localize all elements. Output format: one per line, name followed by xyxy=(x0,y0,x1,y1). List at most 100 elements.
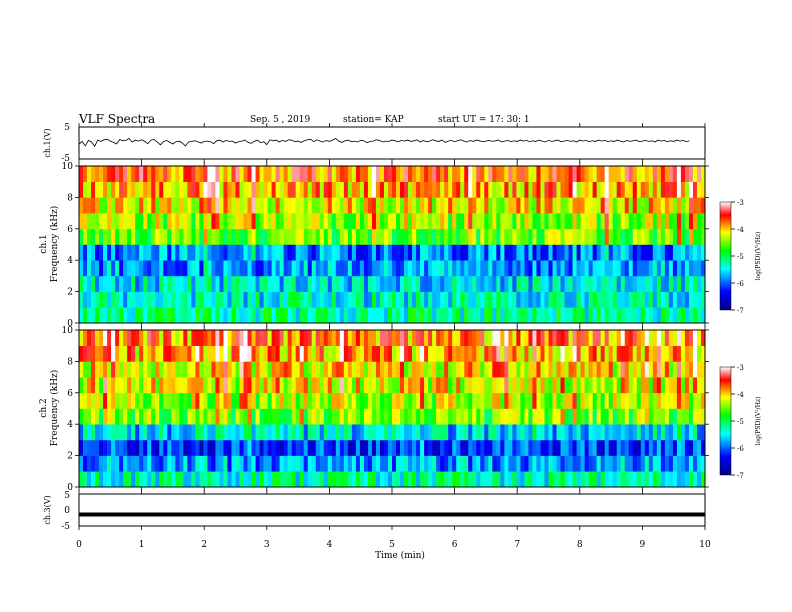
ch1-spectrogram-cell xyxy=(327,166,333,182)
ch1-voltage-label: ch.1(V) xyxy=(43,128,52,157)
ch1-spectrogram-cell xyxy=(387,166,393,182)
ch2-spectrogram-cell xyxy=(375,377,381,394)
ch2-spectrogram-cell xyxy=(283,455,288,472)
ch2-spectrogram-cell xyxy=(572,377,577,394)
ch2-spectrogram-cell xyxy=(552,471,557,488)
ch2-spectrogram-cell xyxy=(387,439,393,456)
ch1-spectrogram-cell xyxy=(684,275,690,292)
ch2-spectrogram-cell xyxy=(480,455,485,472)
ch2-spectrogram-cell xyxy=(600,471,605,488)
ch1-spectrogram-cell xyxy=(115,213,120,230)
ch1-spectrogram-cell xyxy=(500,275,505,292)
ch1-spectrogram-cell xyxy=(187,228,192,245)
ch2-spectrogram-cell xyxy=(528,361,533,378)
ch1-spectrogram-cell xyxy=(592,244,597,261)
ch2-spectrogram-cell xyxy=(139,361,144,378)
ch2-spectrogram-cell xyxy=(347,345,353,362)
ch1-waveform-frame xyxy=(78,126,706,160)
ch1-spectrogram-cell xyxy=(343,166,349,182)
ch2-spectrogram-cell xyxy=(231,330,236,346)
ch1-spectrogram-cell xyxy=(624,181,630,198)
ch2-spectrogram-cell xyxy=(91,471,96,488)
ch1-spectrogram-cell xyxy=(347,275,353,292)
ch1-spectrogram-cell xyxy=(79,197,84,214)
ch2-spectrogram-cell xyxy=(331,408,337,425)
ch2-spectrogram-cell xyxy=(87,471,92,488)
ch2-spectrogram-cell xyxy=(131,345,136,362)
ch2-spectrogram-cell xyxy=(223,424,228,441)
ch2-spectrogram-cell xyxy=(476,330,481,346)
ch2-spectrogram-cell xyxy=(195,439,200,456)
ch1-spectrogram-cell xyxy=(351,166,357,182)
ch1-spectrogram-cell xyxy=(540,228,545,245)
ch1-colorbar-tick-label: -3 xyxy=(737,199,744,207)
ch2-spectrogram-cell xyxy=(464,471,469,488)
ch1-spectrogram-cell xyxy=(452,291,457,308)
ch1-spectrogram-cell xyxy=(271,228,276,245)
ch1-spectrogram-cell xyxy=(556,213,561,230)
ch1-spectrogram-cell xyxy=(87,228,92,245)
ch1-spectrogram-cell xyxy=(271,307,276,324)
ch2-spectrogram-cell xyxy=(564,408,569,425)
ch2-spectrogram-cell xyxy=(580,377,585,394)
ch2-spectrogram-cell xyxy=(424,361,429,378)
ch2-spectrogram-cell xyxy=(512,345,517,362)
ch1-spectrogram-cell xyxy=(91,197,96,214)
ch1-spectrogram-cell xyxy=(295,228,300,245)
ch2-spectrogram-cell xyxy=(600,455,605,472)
ch1-spectrogram-cell xyxy=(235,275,240,292)
ch2-spectrogram-cell xyxy=(363,455,369,472)
ch1-spectrogram-cell xyxy=(652,307,658,324)
ch2-spectrogram-cell xyxy=(331,392,337,409)
ch2-spectrogram-cell xyxy=(628,455,634,472)
ch1-spectrogram-cell xyxy=(688,291,694,308)
ch2-spectrogram-cell xyxy=(660,471,666,488)
ch2-spectrogram-cell xyxy=(319,377,325,394)
ch1-spectrogram-cell xyxy=(400,181,405,198)
ch2-spectrogram-cell xyxy=(608,455,613,472)
ch1-spectrogram-cell xyxy=(219,166,224,182)
ch1-spectrogram-cell xyxy=(472,275,477,292)
ch1-spectrogram-cell xyxy=(500,260,505,277)
ch1-spectrogram-cell xyxy=(211,275,216,292)
ch1-spectrogram-cell xyxy=(588,307,593,324)
ch1-spectrogram-cell xyxy=(592,166,597,182)
time-tick-label: 6 xyxy=(452,540,458,550)
ch2-spectrogram-cell xyxy=(520,361,525,378)
ch2-spectrogram-cell xyxy=(179,408,184,425)
ch2-spectrogram-cell xyxy=(536,408,541,425)
ch1-spectrogram-cell xyxy=(139,307,144,324)
ch1-spectrogram-cell xyxy=(351,260,357,277)
ch2-spectrogram-cell xyxy=(604,377,609,394)
ch1-spectrogram-cell xyxy=(259,197,264,214)
ch1-spectrogram-cell xyxy=(604,260,609,277)
ch1-spectrogram-cell xyxy=(636,244,642,261)
ch2-spectrogram-cell xyxy=(251,424,256,441)
ch1-spectrogram-cell xyxy=(492,197,497,214)
ch1-spectrogram-cell xyxy=(684,197,690,214)
ch2-spectrogram-cell xyxy=(183,345,188,362)
ch1-spectrogram-cell xyxy=(315,181,321,198)
ch1-spectrogram-cell xyxy=(424,181,429,198)
ch1-spectrogram-cell xyxy=(556,181,561,198)
ch1-spectrogram-cell xyxy=(480,197,485,214)
ch2-spectrogram-cell xyxy=(227,330,232,346)
ch2-spectrogram-cell xyxy=(696,361,702,378)
ch2-spectrogram-cell xyxy=(572,330,577,346)
ch1-spectrogram-cell xyxy=(147,244,152,261)
ch2-spectrogram-cell xyxy=(504,330,509,346)
ch1-spectrogram-cell xyxy=(143,213,148,230)
ch1-spectrogram-cell xyxy=(400,275,405,292)
ch2-spectrogram-cell xyxy=(123,345,128,362)
ch1-spectrogram-cell xyxy=(231,275,236,292)
ch1-spectrogram-cell xyxy=(355,166,361,182)
ch1-spectrogram-cell xyxy=(516,260,521,277)
ch1-spectrogram-cell xyxy=(287,197,292,214)
ch2-spectrogram-cell xyxy=(299,424,305,441)
ch2-spectrogram-cell xyxy=(119,392,124,409)
ch1-spectrogram-cell xyxy=(331,166,337,182)
ch1-spectrogram-cell xyxy=(319,291,325,308)
ch1-spectrogram-cell xyxy=(283,260,288,277)
ch1-spectrogram-cell xyxy=(243,307,248,324)
ch2-spectrogram-cell xyxy=(424,439,429,456)
